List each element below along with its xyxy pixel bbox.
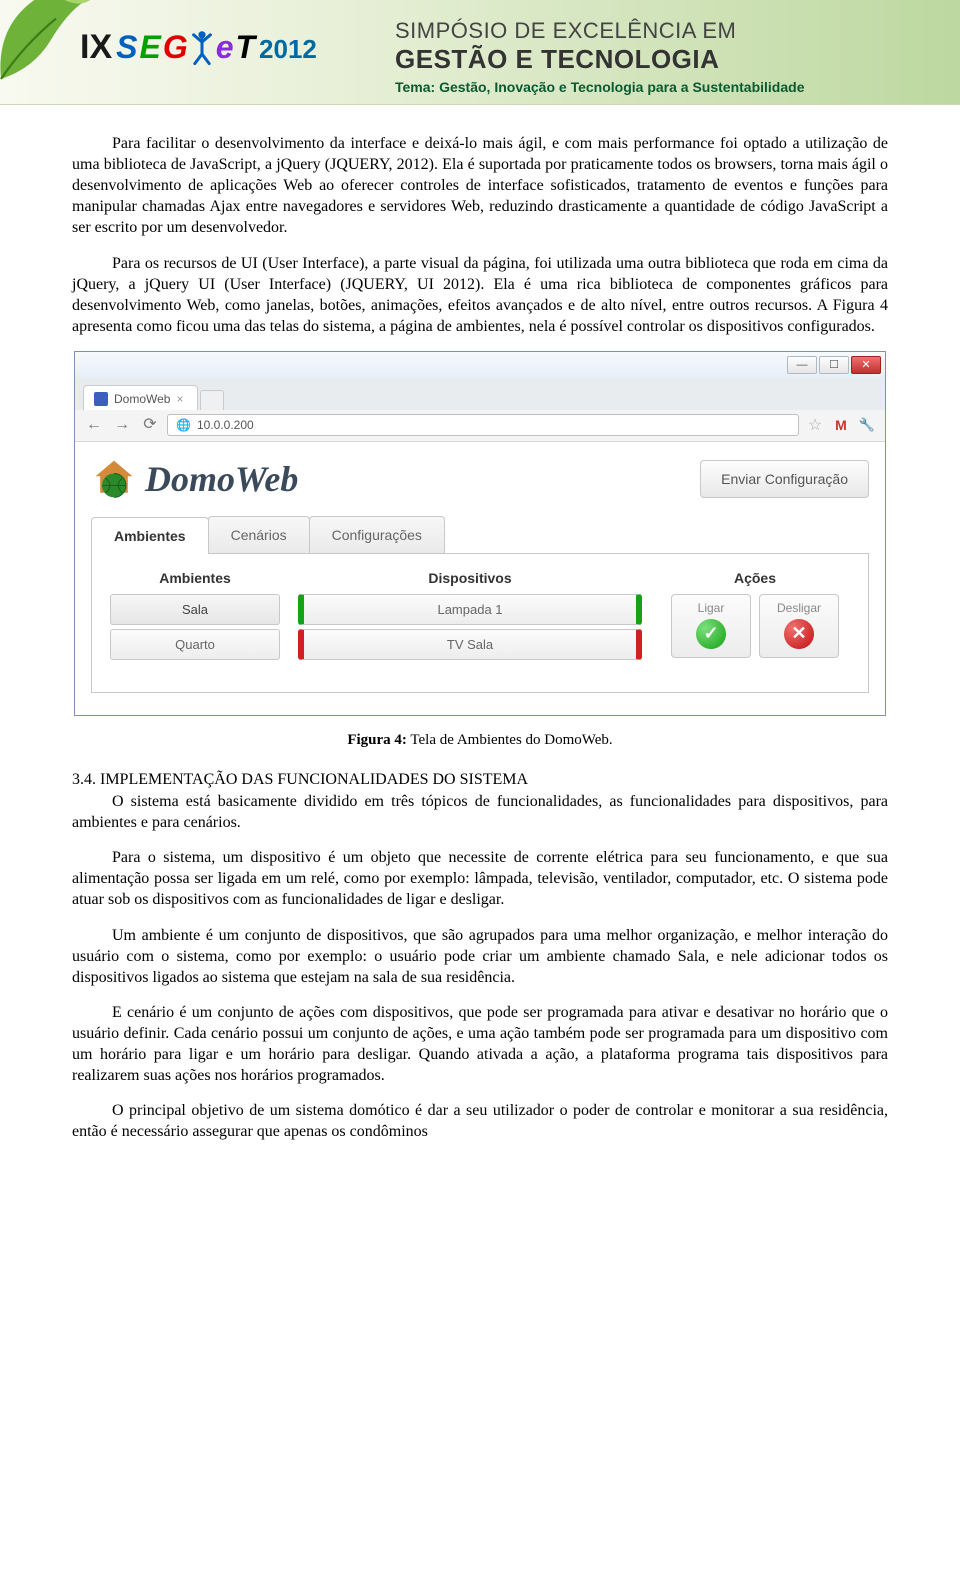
paragraph-7: O principal objetivo de um sistema domót… [72,1100,888,1142]
gmail-icon[interactable]: M [831,415,851,435]
banner-theme: Tema: Gestão, Inovação e Tecnologia para… [395,79,805,95]
paragraph-6: E cenário é um conjunto de ações com dis… [72,1002,888,1086]
section-heading: 3.4. IMPLEMENTAÇÃO DAS FUNCIONALIDADES D… [72,771,888,789]
banner-line1: SIMPÓSIO DE EXCELÊNCIA EM [395,18,805,44]
person-icon [188,30,216,66]
dispositivo-tv[interactable]: TV Sala [298,629,642,660]
figure-caption: Figura 4: Tela de Ambientes do DomoWeb. [72,732,888,749]
ambientes-panel: Ambientes Sala Quarto Dispositivos Lampa… [91,554,869,693]
address-bar: ← → ⟳ 🌐 10.0.0.200 ☆ M 🔧 [75,410,885,442]
minimize-button[interactable]: — [787,356,817,374]
tab-config[interactable]: Configurações [309,516,445,553]
paragraph-3: O sistema está basicamente dividido em t… [72,791,888,833]
action-ligar-label: Ligar [672,601,750,615]
col-dispositivos: Dispositivos Lampada 1 TV Sala [298,570,642,664]
paragraph-5: Um ambiente é um conjunto de dispositivo… [72,925,888,988]
ambiente-sala[interactable]: Sala [110,594,280,625]
back-button[interactable]: ← [83,414,105,436]
new-tab-button[interactable] [200,390,224,410]
home-globe-icon [91,456,137,502]
close-button[interactable]: ✕ [851,356,881,374]
app-header: DomoWeb Enviar Configuração [91,456,869,502]
figure-4: — ☐ ✕ DomoWeb × ← → ⟳ 🌐 10.0.0.200 [74,351,886,716]
favicon-icon [94,392,108,406]
logo-prefix: IX [80,28,112,67]
col-header-dispositivos: Dispositivos [298,570,642,586]
tab-close-icon[interactable]: × [176,392,183,406]
app-brand: DomoWeb [91,456,298,502]
forward-button[interactable]: → [111,414,133,436]
banner-titles: SIMPÓSIO DE EXCELÊNCIA EM GESTÃO E TECNO… [395,18,805,95]
action-desligar-label: Desligar [760,601,838,615]
figure-label: Figura 4: [347,732,407,748]
col-header-ambientes: Ambientes [110,570,280,586]
globe-icon: 🌐 [176,418,191,432]
figure-text: Tela de Ambientes do DomoWeb. [407,732,613,748]
main-tabs: Ambientes Cenários Configurações [91,516,869,554]
col-header-acoes: Ações [660,570,850,586]
url-text: 10.0.0.200 [197,418,254,432]
paragraph-4: Para o sistema, um dispositivo é um obje… [72,847,888,910]
actions-row: Ligar ✓ Desligar ✕ [660,594,850,658]
ambiente-quarto[interactable]: Quarto [110,629,280,660]
tab-title: DomoWeb [114,392,170,406]
dispositivo-lampada[interactable]: Lampada 1 [298,594,642,625]
reload-button[interactable]: ⟳ [139,414,161,436]
bookmark-icon[interactable]: ☆ [805,415,825,435]
action-ligar[interactable]: Ligar ✓ [671,594,751,658]
browser-tabs: DomoWeb × [75,378,885,410]
event-logo: IX S E G e T 2012 [80,28,317,67]
action-desligar[interactable]: Desligar ✕ [759,594,839,658]
app-page: DomoWeb Enviar Configuração Ambientes Ce… [75,442,885,715]
conference-banner: IX S E G e T 2012 SIMPÓSIO DE EXCELÊNCIA… [0,0,960,105]
col-acoes: Ações Ligar ✓ Desligar ✕ [660,570,850,664]
col-ambientes: Ambientes Sala Quarto [110,570,280,664]
settings-icon[interactable]: 🔧 [857,415,877,435]
check-icon: ✓ [696,619,726,649]
window-titlebar: — ☐ ✕ [75,352,885,378]
send-config-button[interactable]: Enviar Configuração [700,460,869,498]
page-content: Para facilitar o desenvolvimento da inte… [0,105,960,1143]
tab-ambientes[interactable]: Ambientes [91,517,209,554]
app-title: DomoWeb [145,458,298,500]
maximize-button[interactable]: ☐ [819,356,849,374]
logo-year: 2012 [259,34,317,65]
banner-line2: GESTÃO E TECNOLOGIA [395,44,805,75]
tab-cenarios[interactable]: Cenários [208,516,310,553]
cross-icon: ✕ [784,619,814,649]
paragraph-1: Para facilitar o desenvolvimento da inte… [72,133,888,239]
browser-tab[interactable]: DomoWeb × [83,385,198,410]
paragraph-2: Para os recursos de UI (User Interface),… [72,253,888,337]
seget-logo: S E G e T [116,29,255,66]
browser-window: — ☐ ✕ DomoWeb × ← → ⟳ 🌐 10.0.0.200 [74,351,886,716]
url-input[interactable]: 🌐 10.0.0.200 [167,414,799,436]
